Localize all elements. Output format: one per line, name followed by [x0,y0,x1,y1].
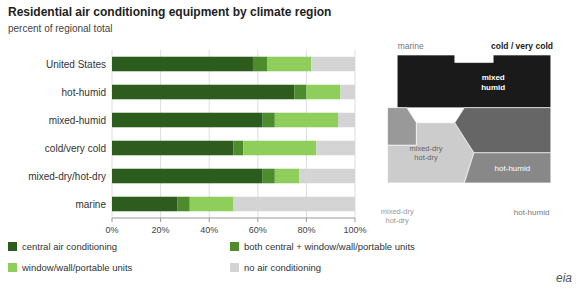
tick-mark [112,218,113,222]
bar-segment [294,85,306,100]
bar-segment [112,113,263,128]
chart: Residential air conditioning equipment b… [0,0,583,292]
bar-segment [275,113,338,128]
map-region [397,55,551,108]
bar-segment [112,57,253,72]
tick-label: 20% [152,225,170,235]
bar-segment [275,169,299,184]
background [0,0,583,292]
subtitle: percent of regional total [8,23,113,34]
annotation: hot-humid [495,164,531,173]
category-label: mixed-humid [49,115,106,126]
grid-line [160,50,161,218]
bar-segment [112,141,234,156]
tick-mark [355,218,356,222]
annotation: mixedhumid [481,73,505,91]
x-axis [112,218,355,219]
category-label: hot-humid [62,87,106,98]
annotation: mixed-dryhot-dry [381,207,414,225]
annotation: eia [556,271,572,285]
tick-label: 60% [249,225,267,235]
annotation: marine [398,41,424,51]
map [388,55,551,183]
legend-label: no air conditioning [244,262,321,273]
tick-mark [160,218,161,222]
bar-segment [316,141,355,156]
bar-segment [299,169,355,184]
map-region [464,153,550,183]
category-label: mixed-dry/hot-dry [28,171,106,182]
grid-line [257,50,258,218]
bar-segment [311,57,355,72]
legend-label: window/wall/portable units [21,262,133,273]
bar-segment [112,169,263,184]
bar-segment [263,113,275,128]
annotation: mixed-dryhot-dry [410,144,443,162]
annotation: cold / very cold [491,41,553,51]
map-region [455,108,551,153]
tick-mark [257,218,258,222]
bar-segment [340,85,355,100]
grid-line [112,50,113,218]
tick-label: 0% [105,225,118,235]
bar-segment [263,169,275,184]
grid-line [209,50,210,218]
bars [112,57,355,212]
bar-segment [306,85,340,100]
bar-segment [178,197,190,212]
tick-mark [209,218,210,222]
bar-segment [234,141,244,156]
title: Residential air conditioning equipment b… [8,5,331,19]
grid-line [355,50,356,218]
legend-swatch [230,263,239,272]
bar-segment [112,85,294,100]
grid-line [306,50,307,218]
bar-segment [253,57,268,72]
tick-label: 80% [297,225,315,235]
bar-segment [112,197,178,212]
bar-segment [338,113,355,128]
bar-segment [234,197,356,212]
tick-mark [306,218,307,222]
bar-segment [268,57,312,72]
legend-swatch [230,242,239,251]
bar-segment [243,141,316,156]
category-label: cold/very cold [45,143,106,154]
legend-label: both central + window/wall/portable unit… [244,241,415,252]
legend-label: central air conditioning [22,241,117,252]
category-label: United States [46,59,106,70]
bar-segment [190,197,234,212]
category-label: marine [75,199,106,210]
legend-swatch [8,242,17,251]
annotation: hot-humid [514,208,550,217]
tick-label: 100% [343,225,366,235]
tick-label: 40% [200,225,218,235]
legend-swatch [8,263,17,272]
map-region [388,108,417,146]
